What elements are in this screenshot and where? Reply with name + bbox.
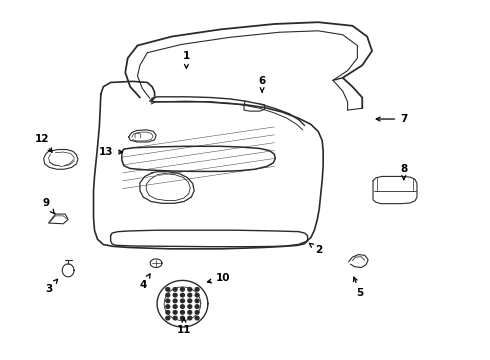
Polygon shape (180, 299, 184, 303)
Polygon shape (188, 299, 192, 303)
Polygon shape (166, 293, 170, 297)
Text: 2: 2 (309, 243, 322, 255)
Polygon shape (173, 311, 177, 314)
Polygon shape (173, 293, 177, 297)
Polygon shape (166, 305, 170, 309)
Text: 13: 13 (98, 147, 122, 157)
Polygon shape (195, 288, 199, 291)
Polygon shape (173, 288, 177, 291)
Polygon shape (195, 293, 199, 297)
Polygon shape (195, 311, 199, 314)
Polygon shape (195, 299, 199, 303)
Text: 12: 12 (35, 134, 52, 152)
Polygon shape (188, 293, 192, 297)
Polygon shape (180, 316, 184, 320)
Polygon shape (188, 316, 192, 320)
Polygon shape (173, 299, 177, 303)
Polygon shape (173, 316, 177, 320)
Text: 6: 6 (259, 76, 266, 92)
Polygon shape (180, 305, 184, 309)
Text: 3: 3 (45, 279, 57, 294)
Text: 5: 5 (353, 277, 364, 298)
Text: 1: 1 (183, 51, 190, 68)
Text: 9: 9 (42, 198, 54, 213)
Text: 8: 8 (400, 164, 407, 180)
Polygon shape (188, 305, 192, 309)
Polygon shape (166, 299, 170, 303)
Polygon shape (180, 288, 184, 291)
Polygon shape (188, 311, 192, 314)
Text: 4: 4 (140, 274, 150, 290)
Polygon shape (166, 288, 170, 291)
Polygon shape (188, 288, 192, 291)
Polygon shape (166, 311, 170, 314)
Text: 10: 10 (207, 273, 230, 283)
Polygon shape (195, 316, 199, 320)
Polygon shape (173, 305, 177, 309)
Text: 7: 7 (376, 114, 408, 124)
Polygon shape (195, 305, 199, 309)
Polygon shape (180, 293, 184, 297)
Polygon shape (180, 311, 184, 314)
Polygon shape (166, 316, 170, 320)
Text: 11: 11 (177, 318, 191, 335)
